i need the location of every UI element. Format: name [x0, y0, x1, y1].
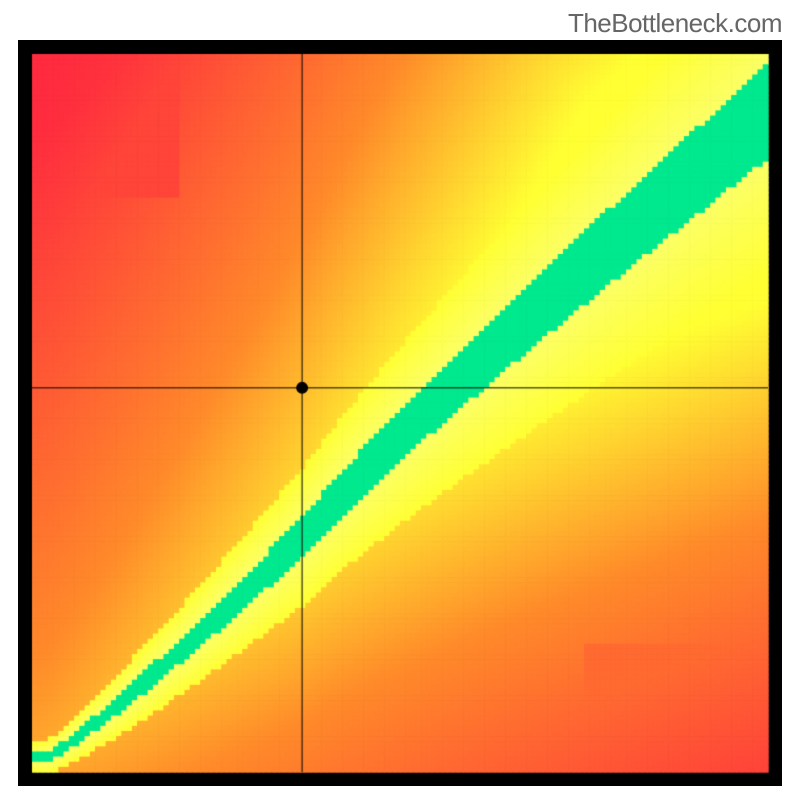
- chart-frame: [18, 40, 782, 786]
- chart-container: TheBottleneck.com: [0, 0, 800, 800]
- heatmap-canvas: [18, 40, 782, 786]
- watermark-text: TheBottleneck.com: [568, 8, 782, 39]
